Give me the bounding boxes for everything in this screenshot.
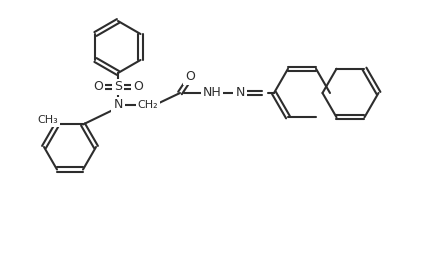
Text: N: N xyxy=(235,86,245,99)
Text: S: S xyxy=(114,81,122,94)
Text: O: O xyxy=(133,81,143,94)
Text: CH₃: CH₃ xyxy=(38,116,58,126)
Text: CH₂: CH₂ xyxy=(138,100,158,110)
Text: NH: NH xyxy=(203,86,221,99)
Text: O: O xyxy=(185,70,195,83)
Text: O: O xyxy=(93,81,103,94)
Text: N: N xyxy=(113,99,123,112)
